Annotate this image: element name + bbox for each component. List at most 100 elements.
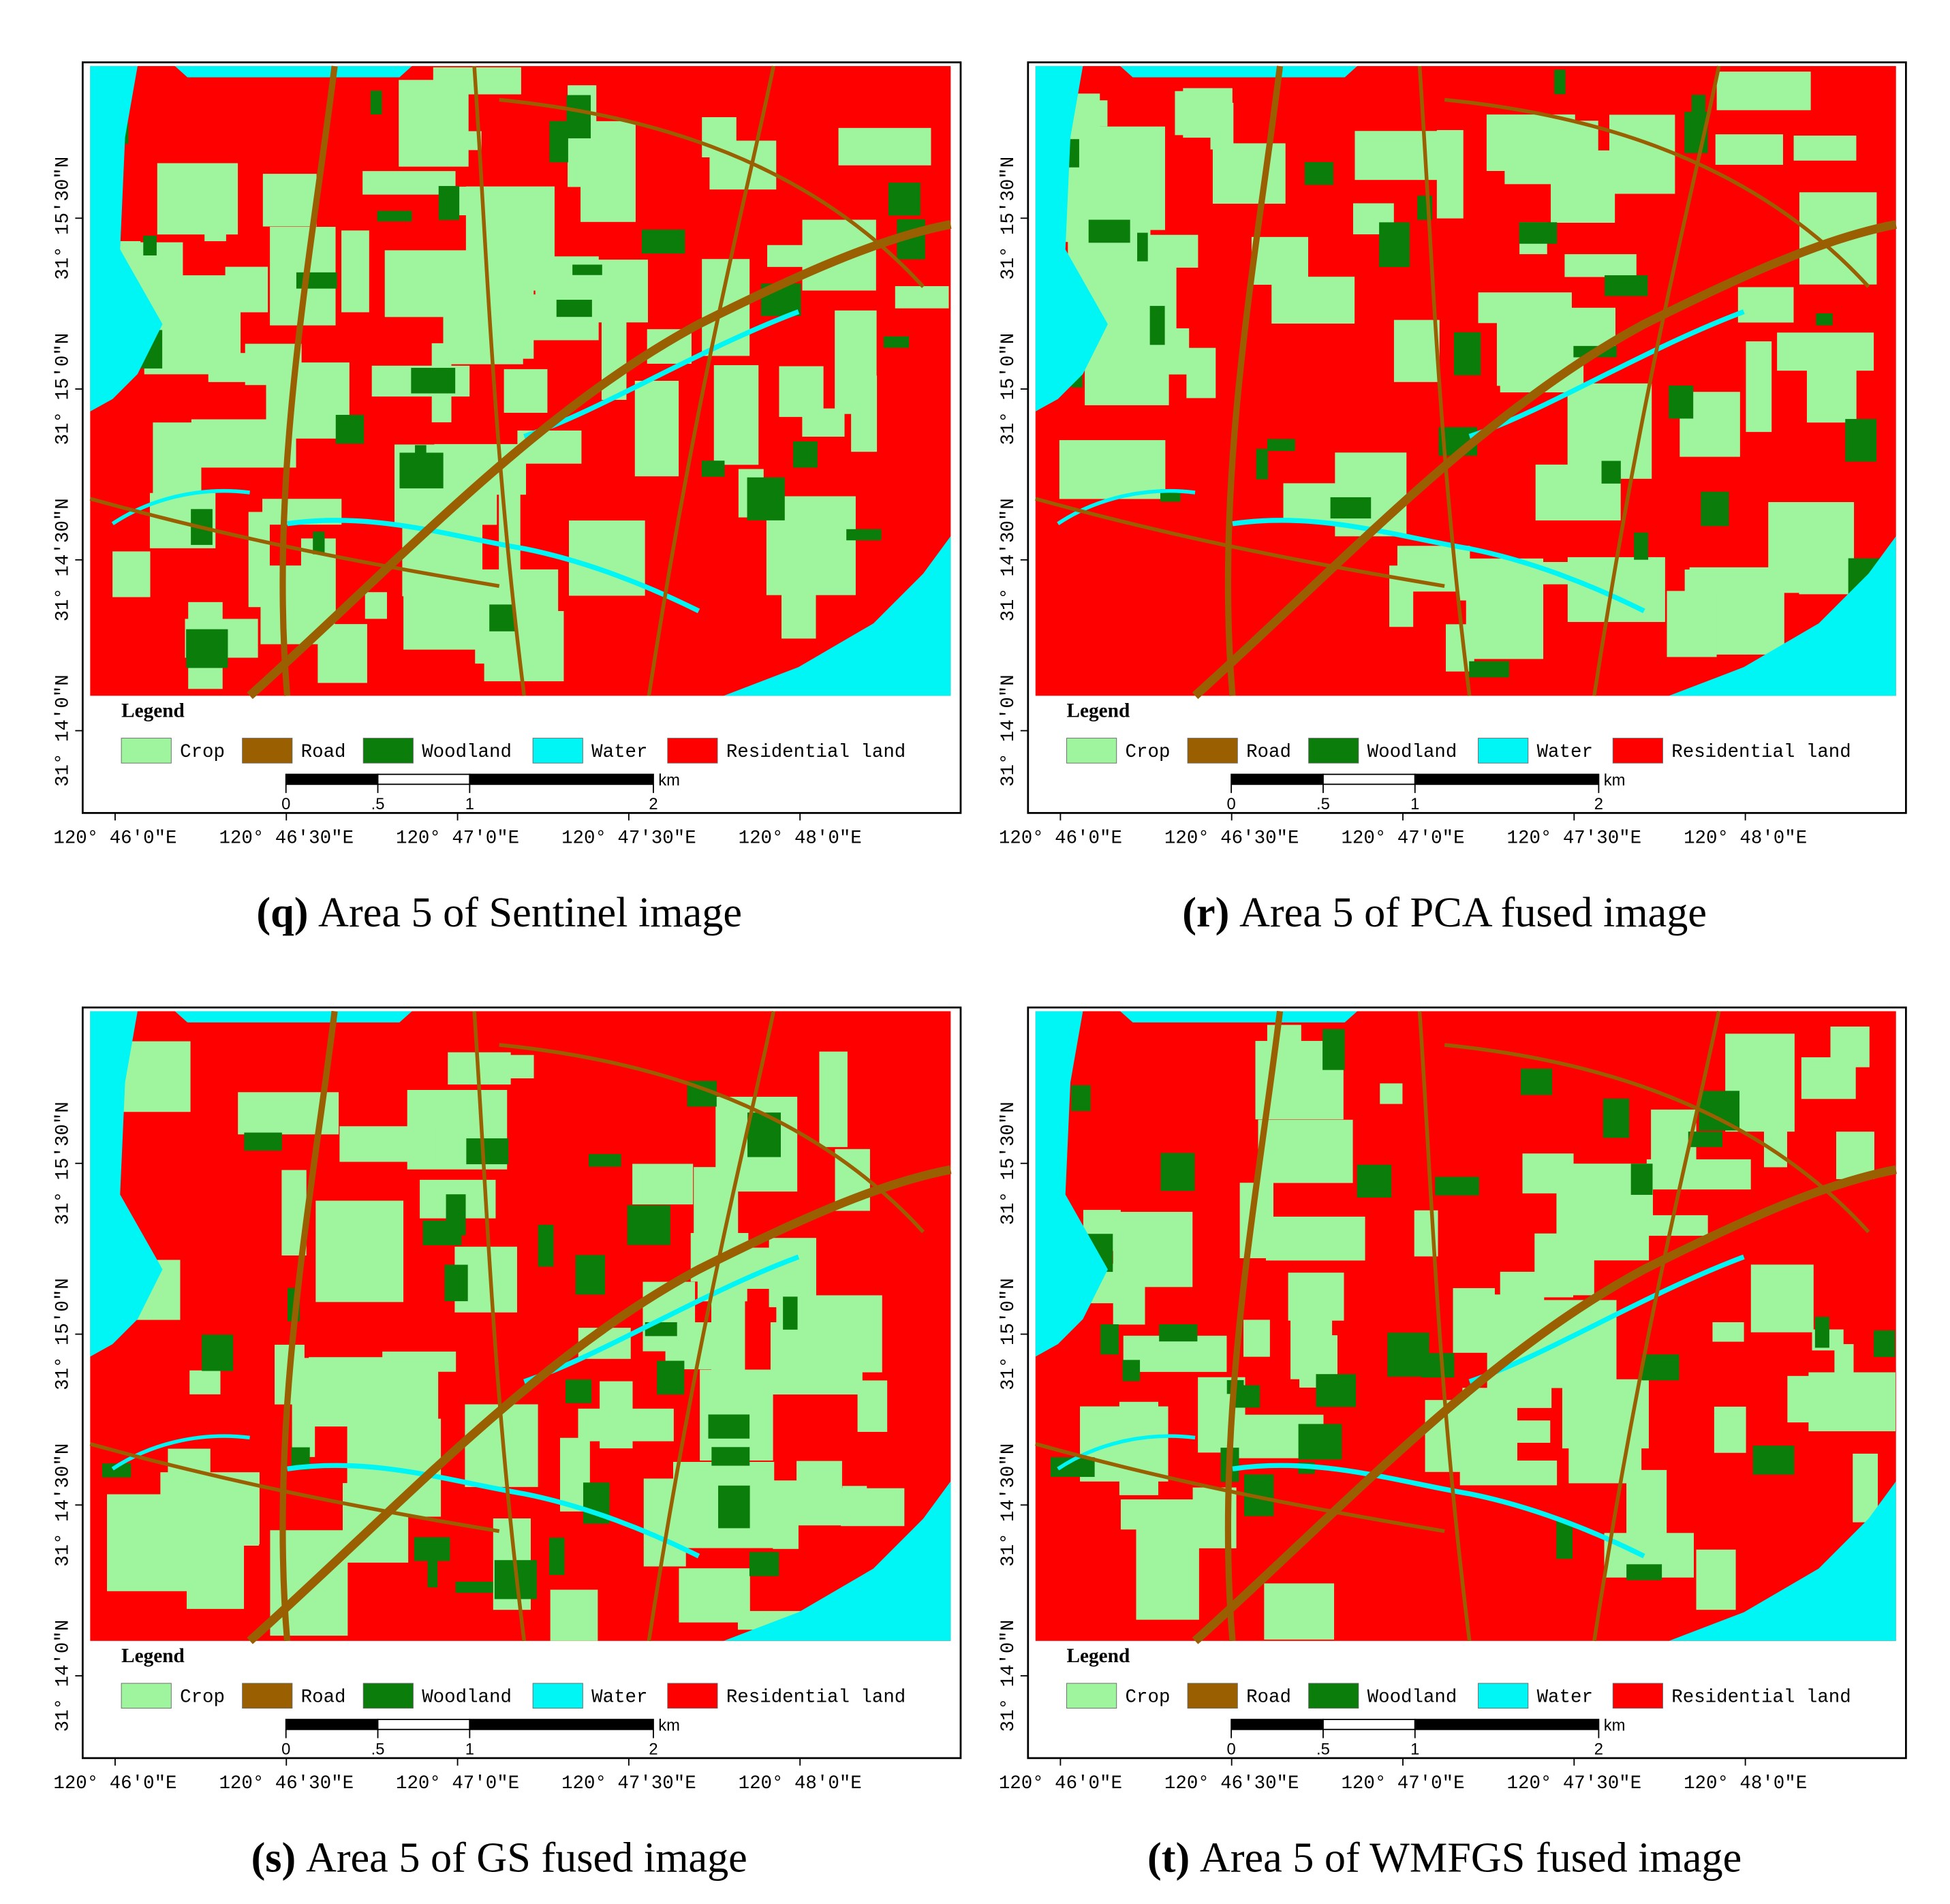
map-patch — [427, 1559, 438, 1588]
scale-label: .5 — [1316, 1740, 1330, 1758]
water-channel — [111, 1434, 250, 1471]
legend-label: Residential land — [1671, 742, 1851, 763]
map-patch — [888, 183, 920, 216]
map-patch — [708, 1414, 750, 1439]
map-patch — [1059, 440, 1166, 499]
road — [247, 220, 952, 700]
road — [279, 65, 338, 696]
map-patch — [1122, 1360, 1141, 1382]
map-panel: 31° 14′0″N 31° 14′30″N 31° 15′0″N 31° 15′30… — [998, 1006, 1907, 1881]
map-patch — [1806, 367, 1857, 423]
map-patch — [262, 174, 317, 227]
legend-swatch — [1612, 738, 1663, 764]
lon-label: 120° 47′30″E — [561, 828, 696, 849]
water-channel — [1057, 488, 1196, 526]
map-patch — [1469, 661, 1509, 678]
map-patch — [399, 80, 469, 167]
scale-label: 1 — [1410, 1740, 1419, 1758]
lon-label: 120° 48′0″E — [739, 828, 862, 849]
map-patch — [1830, 1026, 1870, 1067]
map-patch — [718, 1324, 744, 1406]
lat-label: 31° 14′30″N — [998, 498, 1019, 621]
lon-label: 120° 46′30″E — [219, 1773, 354, 1794]
road — [499, 1043, 925, 1234]
caption-text: Area 5 of GS fused image — [306, 1835, 747, 1881]
legend-label: Road — [1246, 742, 1291, 763]
map-patch — [1836, 1132, 1874, 1179]
map-patch — [718, 1485, 750, 1529]
map-patch — [189, 1370, 221, 1394]
classified-map — [89, 65, 952, 700]
scale-label: 1 — [465, 795, 474, 813]
water-channel — [287, 518, 700, 614]
map-patch — [1519, 222, 1558, 244]
map-patch — [773, 1480, 799, 1549]
map-patch — [465, 1055, 534, 1078]
road — [647, 1010, 776, 1642]
map-patch — [377, 210, 412, 222]
lon-label: 120° 46′30″E — [219, 828, 354, 849]
scale-segment — [377, 773, 471, 785]
map-patch — [1669, 385, 1694, 419]
map-patch — [318, 624, 367, 683]
scale-label: 0 — [1227, 1740, 1236, 1758]
map-patch — [1689, 567, 1776, 587]
map-patch — [315, 1200, 404, 1302]
legend-label: Road — [301, 742, 346, 763]
map-patch — [657, 1360, 685, 1395]
lat-label: 31° 14′0″N — [52, 674, 74, 787]
map-panel: 31° 14′0″N 31° 14′30″N 31° 15′0″N 31° 15′30… — [998, 61, 1907, 936]
map-patch — [1113, 1243, 1145, 1325]
map-patch — [1258, 1119, 1353, 1183]
water-body — [1035, 1011, 1108, 1357]
map-patch — [549, 1538, 565, 1576]
map-patch — [1500, 1271, 1573, 1298]
map-panel: 31° 14′0″N 31° 14′30″N 31° 15′0″N 31° 15′30… — [52, 61, 962, 936]
map-patch — [225, 266, 268, 313]
lon-label: 120° 46′30″E — [1164, 1773, 1299, 1794]
map-patch — [1298, 1424, 1342, 1460]
water-channel — [1232, 518, 1645, 614]
map-patch — [1316, 1374, 1357, 1407]
legend-swatch — [242, 1683, 293, 1709]
map-patch — [1380, 1083, 1403, 1104]
map-patch — [444, 1264, 468, 1302]
map-patch — [1271, 277, 1355, 324]
map-patch — [1564, 254, 1637, 277]
road — [1417, 1011, 1472, 1642]
map-patch — [1264, 1583, 1335, 1640]
map-patch — [489, 604, 515, 631]
map-patch — [550, 1589, 598, 1641]
lat-label: 31° 15′0″N — [998, 1278, 1019, 1390]
map-patch — [1265, 1216, 1365, 1261]
map-patch — [335, 414, 365, 444]
map-patch — [186, 629, 228, 668]
map-patch — [713, 365, 759, 465]
map-patch — [1120, 1499, 1205, 1530]
map-patch — [838, 127, 931, 166]
road — [89, 497, 500, 588]
scale-segment — [1322, 1719, 1416, 1730]
map-patch — [1601, 461, 1621, 484]
classified-map — [1035, 1010, 1897, 1644]
map-patch — [411, 367, 456, 394]
road — [499, 97, 925, 288]
map-patch — [1787, 1375, 1866, 1423]
map-patch — [1459, 1461, 1558, 1486]
map-patch — [1149, 306, 1165, 345]
map-patch — [466, 1138, 509, 1165]
map-patch — [1691, 95, 1706, 123]
caption-text: Area 5 of WMFGS fused image — [1200, 1835, 1742, 1881]
classified-map — [1035, 65, 1897, 700]
map-patch — [1160, 1153, 1195, 1191]
caption: (q) Area 5 of Sentinel image — [256, 890, 742, 936]
map-patch — [1777, 332, 1874, 371]
map-patch — [1100, 1324, 1119, 1355]
lat-label: 31° 14′0″N — [52, 1620, 74, 1732]
legend-label: Crop — [180, 1687, 225, 1708]
scale-segment — [285, 773, 379, 785]
map-patch — [112, 551, 151, 597]
map-patch — [1379, 222, 1410, 268]
scale-label: 2 — [1594, 795, 1603, 813]
road — [1224, 1010, 1284, 1642]
